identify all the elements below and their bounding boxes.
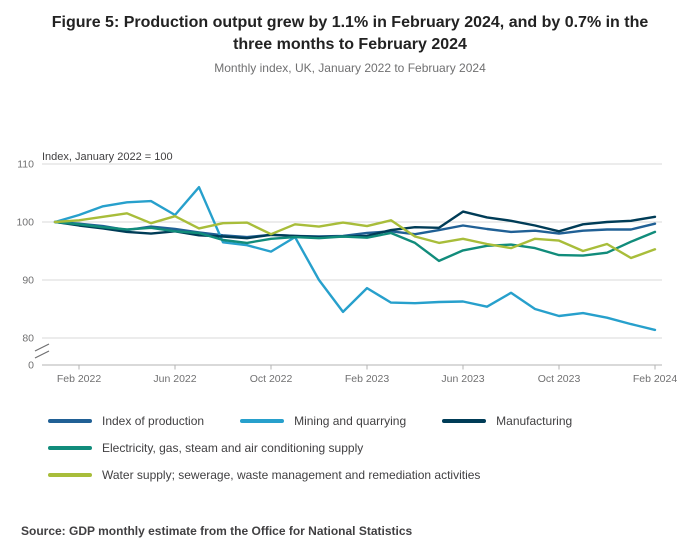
- y-tick-label: 90: [22, 275, 34, 287]
- x-tick-label: Jun 2022: [153, 373, 196, 385]
- series-line-3: [53, 220, 657, 263]
- legend-item-2: Manufacturing: [442, 414, 572, 428]
- legend-swatch-icon: [48, 446, 92, 450]
- x-tick-label: Oct 2022: [250, 373, 293, 385]
- axis-break-icon: [34, 343, 50, 352]
- source-note: Source: GDP monthly estimate from the Of…: [21, 524, 413, 538]
- x-tick-label: Oct 2023: [538, 373, 581, 385]
- legend-item-3: Electricity, gas, steam and air conditio…: [48, 441, 363, 455]
- legend-label: Mining and quarrying: [294, 414, 407, 428]
- line-chart: 110 100 90 80 0 Feb 2022 Jun 2022 Oct 2022 Feb 2…: [0, 151, 700, 392]
- series-line-4: [53, 212, 657, 260]
- legend-swatch-icon: [442, 419, 487, 423]
- legend-swatch-icon: [48, 473, 92, 477]
- legend-label: Electricity, gas, steam and air conditio…: [102, 441, 364, 455]
- figure-5-page: Figure 5: Production output grew by 1.1%…: [0, 12, 700, 549]
- legend-swatch-icon: [48, 419, 92, 423]
- legend-label: Index of production: [102, 414, 205, 428]
- x-tick-label: Feb 2024: [633, 373, 678, 385]
- y-axis-unit-label: Index, January 2022 = 100: [42, 152, 173, 163]
- series-line-0: [53, 220, 657, 239]
- y-tick-label: 80: [22, 333, 34, 345]
- legend-label: Water supply; sewerage, waste management…: [102, 468, 481, 482]
- chart-title: Figure 5: Production output grew by 1.1%…: [51, 14, 649, 53]
- y-tick-label: 0: [28, 360, 34, 372]
- chart-legend: Index of production Mining and quarrying M…: [48, 414, 668, 495]
- legend-label: Manufacturing: [496, 414, 573, 428]
- axis-break-icon: [34, 350, 50, 359]
- chart-subtitle: Monthly index, UK, January 2022 to Febru…: [214, 61, 486, 76]
- legend-item-0: Index of production: [48, 414, 204, 428]
- x-tick-label: Feb 2023: [345, 373, 390, 385]
- legend-item-4: Water supply; sewerage, waste management…: [48, 468, 480, 482]
- legend-item-1: Mining and quarrying: [240, 414, 406, 428]
- y-tick-label: 100: [16, 217, 34, 229]
- line-chart-svg: 110 100 90 80 0 Feb 2022 Jun 2022 Oct 2022 Feb 2…: [16, 151, 678, 385]
- y-tick-label: 110: [17, 159, 34, 171]
- x-tick-label: Jun 2023: [441, 373, 484, 385]
- x-tick-label: Feb 2022: [57, 373, 102, 385]
- legend-swatch-icon: [240, 419, 285, 423]
- series-line-1: [53, 186, 657, 332]
